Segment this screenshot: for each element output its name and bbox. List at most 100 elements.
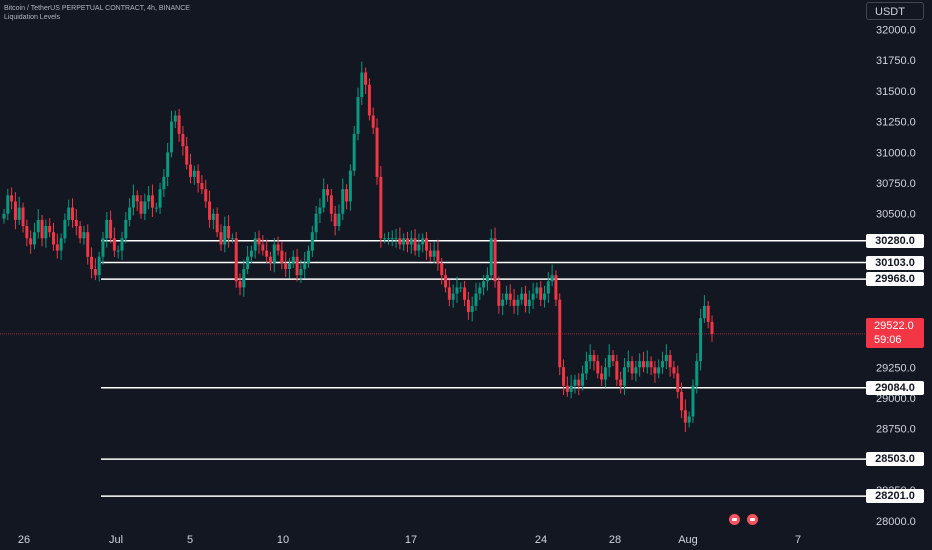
candle-body bbox=[131, 195, 135, 208]
candle-body bbox=[147, 195, 151, 202]
candle-body bbox=[48, 226, 52, 233]
candle-body bbox=[287, 262, 291, 270]
candle-body bbox=[78, 226, 82, 239]
candle bbox=[695, 353, 699, 394]
candle-body bbox=[657, 367, 661, 374]
event-flag-icon[interactable] bbox=[747, 514, 758, 525]
candle-body bbox=[189, 164, 193, 177]
candle bbox=[463, 281, 467, 307]
candle-body bbox=[413, 238, 417, 251]
candle-body bbox=[402, 238, 406, 245]
candle-body bbox=[329, 195, 333, 214]
candle bbox=[615, 354, 619, 386]
indicator-name[interactable]: Liquidation Levels bbox=[4, 14, 61, 21]
candle-body bbox=[375, 127, 379, 177]
candle bbox=[303, 252, 307, 279]
candle-body bbox=[32, 232, 36, 245]
candle bbox=[390, 230, 394, 247]
candle-body bbox=[447, 287, 451, 300]
candle bbox=[192, 165, 196, 185]
candle-body bbox=[428, 250, 432, 257]
candle bbox=[379, 166, 383, 248]
candle bbox=[287, 257, 291, 279]
candle-body bbox=[482, 281, 486, 288]
candle bbox=[584, 351, 588, 380]
candle-body bbox=[611, 355, 615, 362]
candle bbox=[402, 233, 406, 251]
candle-body bbox=[565, 385, 569, 392]
candle-body bbox=[630, 361, 634, 374]
candle-body bbox=[181, 133, 185, 147]
candle-body bbox=[539, 287, 543, 300]
candle bbox=[227, 215, 231, 248]
candle-body bbox=[383, 238, 387, 240]
candle-body bbox=[124, 219, 128, 239]
candle bbox=[348, 164, 352, 211]
price-tick-label: 31750.0 bbox=[876, 55, 916, 67]
candle bbox=[386, 231, 390, 245]
candle bbox=[588, 344, 592, 370]
candle bbox=[619, 371, 623, 394]
candle bbox=[371, 107, 375, 135]
price-tick-label: 28750.0 bbox=[876, 424, 916, 436]
candle-body bbox=[432, 250, 436, 257]
candle bbox=[539, 281, 543, 307]
candle-body bbox=[573, 379, 577, 386]
candle bbox=[649, 356, 653, 376]
candle bbox=[63, 213, 67, 244]
candle-body bbox=[474, 293, 478, 306]
candle bbox=[706, 300, 710, 329]
currency-selector[interactable]: USDT bbox=[866, 2, 924, 20]
candle bbox=[291, 250, 295, 268]
candle-body bbox=[417, 244, 421, 251]
candle bbox=[569, 374, 573, 399]
candle bbox=[189, 153, 193, 184]
candle-body bbox=[531, 293, 535, 300]
candle-body bbox=[272, 244, 276, 263]
candle bbox=[21, 202, 25, 233]
candle-body bbox=[93, 269, 97, 276]
candle-body bbox=[360, 72, 364, 98]
candle bbox=[10, 187, 14, 210]
candle-body bbox=[546, 281, 550, 294]
candle-body bbox=[21, 207, 25, 227]
candle-body bbox=[13, 201, 17, 220]
candle-body bbox=[641, 361, 645, 368]
candle bbox=[71, 198, 75, 228]
time-tick-label: Jul bbox=[109, 534, 123, 546]
candle bbox=[272, 238, 276, 273]
candle bbox=[329, 188, 333, 222]
event-flag-icon[interactable] bbox=[729, 514, 740, 525]
candle bbox=[634, 360, 638, 382]
candle bbox=[166, 142, 170, 187]
candle-body bbox=[204, 189, 208, 202]
candle-body bbox=[322, 189, 326, 208]
time-tick-label: 5 bbox=[187, 534, 193, 546]
candle-body bbox=[303, 262, 307, 270]
candle-body bbox=[326, 189, 330, 196]
candle bbox=[135, 190, 139, 211]
candle bbox=[394, 228, 398, 248]
candle bbox=[562, 359, 566, 396]
candle-body bbox=[504, 293, 508, 300]
candle-body bbox=[356, 97, 360, 134]
candle bbox=[29, 230, 33, 254]
candle-countdown: 59:06 bbox=[874, 334, 902, 346]
candle bbox=[417, 233, 421, 257]
candle-body bbox=[348, 170, 352, 202]
candle bbox=[234, 231, 238, 288]
candle-body bbox=[508, 293, 512, 300]
candle bbox=[276, 236, 280, 256]
candle bbox=[638, 353, 642, 377]
candle bbox=[257, 230, 261, 254]
candle bbox=[508, 284, 512, 307]
candle-body bbox=[67, 207, 71, 220]
candle bbox=[672, 360, 676, 379]
candle-body bbox=[516, 299, 520, 306]
symbol-title[interactable]: Bitcoin / TetherUS PERPETUAL CONTRACT, 4… bbox=[4, 5, 190, 12]
time-tick-label: 26 bbox=[18, 534, 30, 546]
candle-body bbox=[51, 232, 55, 245]
candle-body bbox=[478, 287, 482, 294]
candle bbox=[691, 379, 695, 423]
